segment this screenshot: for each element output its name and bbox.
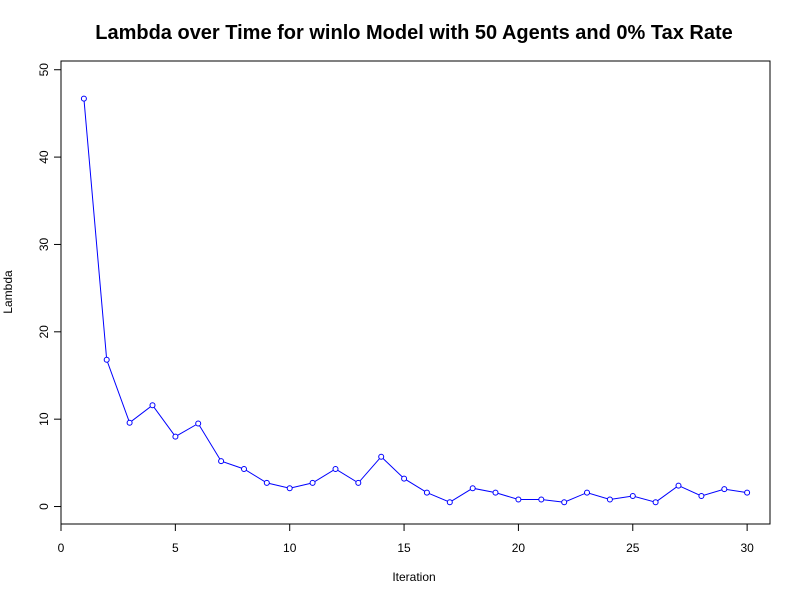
plot-frame: [60, 60, 771, 525]
data-point: [309, 479, 316, 486]
data-point: [401, 475, 408, 482]
data-point: [263, 479, 270, 486]
y-tick-label: 50: [37, 63, 51, 77]
data-point: [721, 486, 728, 493]
data-point: [652, 499, 659, 506]
data-point: [606, 496, 613, 503]
data-point: [629, 493, 636, 499]
data-point: [584, 489, 590, 496]
x-axis: 0 5 10 15 20 25 30: [58, 523, 754, 555]
data-point: [218, 458, 225, 465]
data-point: [423, 489, 430, 496]
data-point: [675, 482, 682, 489]
data-point: [241, 466, 247, 472]
series-line: [83, 98, 748, 503]
x-tick-label: 20: [512, 541, 526, 555]
data-point: [355, 479, 362, 486]
data-point: [492, 489, 499, 496]
x-tick-label: 25: [626, 541, 640, 555]
data-point: [286, 485, 293, 492]
y-tick-label: 0: [37, 503, 51, 510]
data-point: [149, 402, 156, 409]
x-tick-label: 5: [172, 541, 179, 555]
x-tick-label: 10: [283, 541, 297, 555]
data-point: [172, 433, 179, 440]
y-axis: 0 10 20 30 40 50: [37, 63, 62, 510]
x-tick-label: 0: [58, 541, 65, 555]
data-point: [332, 466, 339, 472]
data-point: [698, 493, 705, 499]
data-point: [515, 496, 522, 503]
data-point: [538, 496, 545, 503]
data-point: [378, 453, 385, 460]
data-point: [195, 420, 202, 427]
data-point: [744, 489, 751, 496]
x-axis-label: Iteration: [392, 570, 435, 584]
data-point: [561, 499, 568, 506]
x-tick-label: 30: [740, 541, 754, 555]
data-point: [80, 95, 87, 102]
y-tick-label: 20: [37, 325, 51, 339]
y-tick-label: 10: [37, 412, 51, 426]
data-point: [103, 356, 110, 363]
y-axis-label: Lambda: [1, 270, 15, 314]
data-point: [446, 499, 453, 506]
y-tick-label: 40: [37, 150, 51, 164]
y-tick-label: 30: [37, 237, 51, 251]
data-point: [126, 419, 133, 426]
data-point: [469, 485, 476, 492]
x-tick-label: 15: [397, 541, 411, 555]
chart-title: Lambda over Time for winlo Model with 50…: [95, 22, 733, 44]
lambda-series: [80, 95, 751, 506]
